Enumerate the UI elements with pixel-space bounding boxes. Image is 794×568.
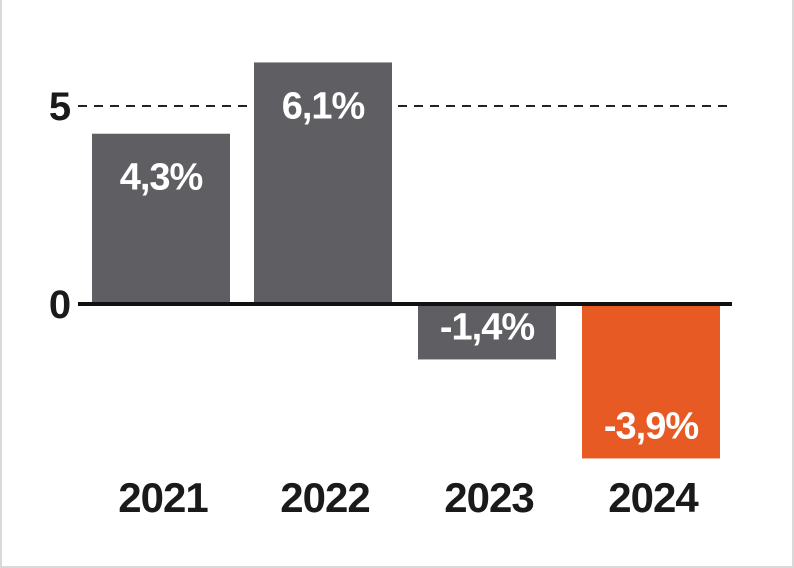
data-label-2024: -3,9%	[604, 405, 698, 447]
bars-layer	[92, 62, 720, 459]
x-tick-label-2024: 2024	[608, 474, 699, 521]
y-tick-label-5: 5	[49, 85, 71, 129]
x-tick-label-2022: 2022	[280, 474, 369, 521]
labels-layer: 0 5 4,3% 2021 6,1% 2022 -1,4% 2023 -3,9% 2024	[49, 85, 700, 521]
data-label-2023: -1,4%	[440, 306, 534, 348]
data-label-2022: 6,1%	[282, 85, 365, 127]
x-tick-label-2023: 2023	[444, 474, 533, 521]
x-tick-label-2021: 2021	[118, 474, 208, 521]
bar-2024	[582, 304, 720, 459]
bar-2022	[254, 62, 392, 304]
bar-2023	[418, 304, 556, 360]
data-label-2021: 4,3%	[120, 157, 203, 199]
y-tick-label-0: 0	[49, 283, 71, 327]
bar-2021	[92, 133, 230, 304]
